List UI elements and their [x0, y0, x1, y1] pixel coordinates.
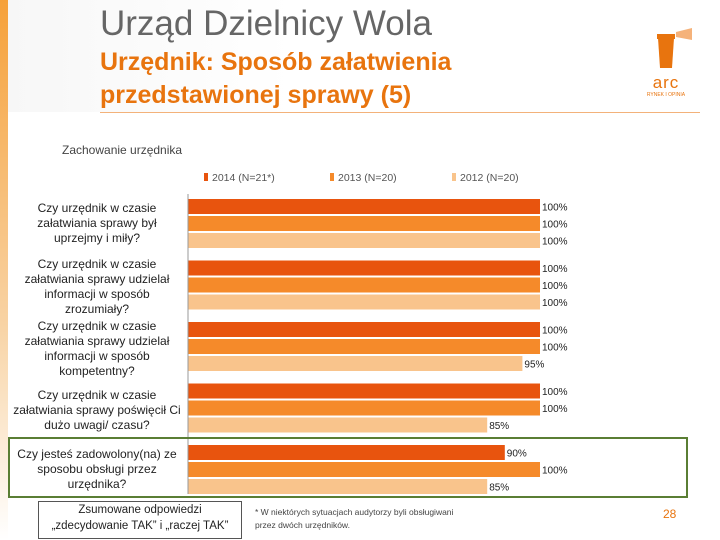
- bar-q4-2013: [188, 400, 540, 416]
- question-label-3: Czy urzędnik w czasie załatwiania sprawy…: [24, 319, 170, 378]
- legend-item-2012: 2012 (N=20): [452, 172, 519, 184]
- legend-label-2013: 2013 (N=20): [338, 172, 397, 184]
- bar-q3-2012: [188, 356, 523, 371]
- bar-q1-2014: [188, 199, 540, 214]
- lighthouse-icon: [657, 28, 692, 68]
- legend-label-2012: 2012 (N=20): [460, 172, 519, 184]
- value-label-q2-2012: 100%: [542, 298, 568, 309]
- question-label-2: Czy urzędnik w czasie załatwiania sprawy…: [24, 257, 170, 316]
- footnote: * W niektórych sytuacjach audytorzy byli…: [255, 507, 454, 530]
- bar-q5-2012: [188, 479, 488, 494]
- value-label-q3-2012: 95%: [524, 360, 544, 371]
- summary-note-line-2: „zdecydowanie TAK” i „raczej TAK”: [51, 520, 229, 532]
- logo-text: arc: [652, 73, 680, 92]
- legend-swatch-2014: [204, 173, 208, 181]
- legend-swatch-2012: [452, 173, 456, 181]
- bar-q2-2014: [188, 260, 540, 276]
- page-number: 28: [663, 507, 677, 521]
- highlight-frame: [8, 437, 688, 498]
- header-background: [8, 0, 720, 112]
- value-label-q5-2012: 85%: [489, 483, 509, 494]
- summary-note-box: Zsumowane odpowiedzi „zdecydowanie TAK” …: [38, 501, 242, 539]
- legend-label-2014: 2014 (N=21*): [212, 172, 275, 184]
- value-label-q2-2014: 100%: [542, 264, 568, 275]
- left-accent-bar: [0, 0, 8, 540]
- legend-swatch-2013: [330, 173, 334, 181]
- question-label-5: Czy jesteś zadowolony(na) ze sposobu obs…: [17, 447, 177, 491]
- value-label-q1-2012: 100%: [542, 237, 568, 248]
- value-label-q4-2013: 100%: [542, 404, 568, 415]
- bar-q4-2012: [188, 417, 488, 433]
- chart-title: Zachowanie urzędnika: [62, 143, 183, 157]
- page-title: Urząd Dzielnicy Wola: [100, 4, 432, 43]
- subtitle-line-2: przedstawionej sprawy (5): [100, 81, 412, 109]
- logo-tagline: RYNEK I OPINIA: [646, 92, 686, 98]
- value-label-q3-2014: 100%: [542, 326, 568, 337]
- value-label-q1-2013: 100%: [542, 220, 568, 231]
- value-label-q3-2013: 100%: [542, 343, 568, 354]
- page-subtitle: Urzędnik: Sposób załatwienia przedstawio…: [100, 46, 451, 112]
- value-label-q5-2013: 100%: [542, 466, 568, 477]
- question-label-1: Czy urzędnik w czasie załatwiania sprawy…: [37, 201, 157, 245]
- bar-q5-2014: [188, 445, 505, 460]
- bar-q2-2013: [188, 277, 540, 293]
- bar-q3-2014: [188, 322, 540, 337]
- bar-q1-2012: [188, 233, 540, 248]
- value-label-q2-2013: 100%: [542, 281, 568, 292]
- value-label-q4-2014: 100%: [542, 387, 568, 398]
- title-divider: [100, 112, 700, 113]
- value-label-q1-2014: 100%: [542, 203, 568, 214]
- bar-q5-2013: [188, 462, 540, 477]
- value-label-q4-2012: 85%: [489, 421, 509, 432]
- arc-logo: arc RYNEK I OPINIA: [636, 28, 696, 98]
- subtitle-line-1: Urzędnik: Sposób załatwienia: [100, 48, 452, 76]
- bar-q4-2014: [188, 383, 540, 399]
- bar-q1-2013: [188, 216, 540, 231]
- bar-q3-2013: [188, 339, 540, 354]
- legend-item-2013: 2013 (N=20): [330, 172, 397, 184]
- question-label-4: Czy urzędnik w czasie załatwiania sprawy…: [13, 388, 181, 432]
- summary-note-line-1: Zsumowane odpowiedzi: [78, 504, 202, 516]
- value-label-q5-2014: 90%: [507, 449, 527, 460]
- bar-q2-2012: [188, 294, 540, 310]
- legend-item-2014: 2014 (N=21*): [204, 172, 275, 184]
